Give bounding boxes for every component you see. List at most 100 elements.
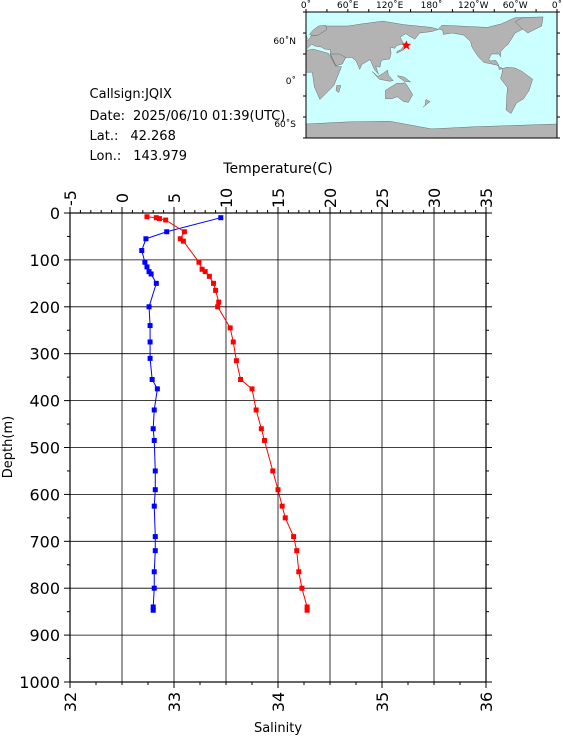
map-lon-label: 60˚W <box>503 0 528 11</box>
temperature-tick-label: 15 <box>269 188 288 208</box>
salinity-point <box>291 534 297 540</box>
temperature-tick-label: 0 <box>113 193 132 203</box>
salinity-point <box>227 325 233 331</box>
temperature-point <box>139 248 145 254</box>
salinity-line <box>146 216 308 611</box>
salinity-point <box>202 269 208 275</box>
land-shape <box>438 17 537 70</box>
salinity-tick-label: 35 <box>373 692 392 712</box>
salinity-point <box>144 214 150 220</box>
salinity-point <box>304 607 310 613</box>
station-marker-icon <box>401 40 412 50</box>
temperature-point <box>153 280 159 286</box>
salinity-point <box>258 426 264 432</box>
depth-tick-labels: 0 100 200 300 400 500 600 700 800 900 1000 <box>19 204 60 692</box>
salinity-tick-label: 33 <box>165 692 184 712</box>
depth-tick-label: 0 <box>50 204 60 223</box>
map-lon-label: 60˚E <box>337 0 359 11</box>
temperature-point <box>147 323 153 329</box>
map-lon-label: 180˚ <box>421 0 443 11</box>
salinity-point <box>196 259 202 265</box>
salinity-point <box>282 515 288 521</box>
temperature-axis-title: Temperature(C) <box>222 161 332 177</box>
salinity-point <box>180 238 186 244</box>
map-lon-label: 0˚ <box>301 0 311 11</box>
depth-tick-label: 800 <box>29 579 60 598</box>
salinity-point <box>270 468 276 474</box>
temperature-point <box>150 426 156 432</box>
salinity-tick-label: 36 <box>477 692 496 712</box>
lon-label: Lon.: <box>89 149 122 164</box>
salinity-point <box>156 216 162 222</box>
temperature-point <box>146 304 152 310</box>
depth-axis-title: Depth(m) <box>1 416 16 478</box>
map-lon-label: 0˚ <box>552 0 562 11</box>
temperature-point <box>152 534 158 540</box>
map-lat-label: 0˚ <box>286 76 296 87</box>
callsign-label: Callsign: <box>89 87 146 102</box>
salinity-point <box>299 585 305 591</box>
lon-line: Lon.: 143.979 <box>73 134 188 179</box>
map-lat-label: 60˚S <box>274 119 296 130</box>
salinity-point <box>153 215 159 221</box>
land-shape <box>396 75 412 83</box>
temperature-point <box>152 548 158 554</box>
temperature-point <box>150 604 156 610</box>
land-shape <box>309 25 328 37</box>
map-lon-label: 120˚E <box>376 0 404 11</box>
land-shape <box>372 69 394 82</box>
temperature-point <box>144 264 150 270</box>
temperature-point <box>149 376 155 382</box>
depth-tick-label: 100 <box>29 251 60 270</box>
temperature-point <box>151 585 157 591</box>
date-line: Date: 2025/06/10 01:39(UTC) <box>73 94 286 139</box>
salinity-point <box>238 376 244 382</box>
temperature-point <box>147 355 153 361</box>
temperature-point <box>154 386 160 392</box>
temperature-tick-label: -5 <box>61 190 80 206</box>
lat-label: Lat.: <box>89 129 119 144</box>
temperature-tick-label: 10 <box>217 188 236 208</box>
salinity-tick-labels: 32 33 34 35 36 <box>61 692 496 712</box>
temperature-point <box>142 259 148 265</box>
grid-lines <box>69 212 487 683</box>
salinity-point <box>213 287 219 293</box>
temperature-point <box>152 468 158 474</box>
temperature-point <box>218 215 224 221</box>
salinity-point <box>215 304 221 310</box>
salinity-point <box>279 503 285 509</box>
lon-value: 143.979 <box>133 149 188 164</box>
depth-tick-label: 200 <box>29 298 60 317</box>
depth-tick-label: 400 <box>29 392 60 411</box>
map-lat-labels: 60˚N 0˚ 60˚S <box>273 36 296 130</box>
temperature-point <box>152 487 158 493</box>
callsign-value: JQIX <box>145 87 172 102</box>
salinity-point <box>294 548 300 554</box>
temperature-point <box>148 271 154 277</box>
salinity-point <box>206 273 212 279</box>
temperature-point <box>150 607 156 613</box>
temperature-tick-label: 25 <box>373 188 392 208</box>
map-lat-label: 60˚N <box>273 36 296 47</box>
date-value: 2025/06/10 01:39(UTC) <box>132 109 286 124</box>
world-map: 0˚ 60˚E 120˚E 180˚ 120˚W 60˚W 0˚ 60˚N 0˚… <box>273 0 562 139</box>
series-group <box>139 214 310 613</box>
map-lon-labels: 0˚ 60˚E 120˚E 180˚ 120˚W 60˚W 0˚ <box>301 0 562 11</box>
salinity-point <box>211 280 217 286</box>
land-shape <box>335 85 342 93</box>
axis-ticks <box>64 207 492 688</box>
temperature-point <box>143 236 149 242</box>
land-shape <box>330 53 347 67</box>
depth-tick-label: 500 <box>29 439 60 458</box>
salinity-tick-label: 32 <box>61 692 80 712</box>
salinity-axis-title: Salinity <box>254 721 302 736</box>
lat-value: 42.268 <box>130 129 176 144</box>
land-shape <box>385 82 413 103</box>
temperature-tick-labels: -5 0 5 10 15 20 25 30 35 <box>61 188 496 208</box>
salinity-point <box>233 358 239 364</box>
date-label: Date: <box>89 109 125 124</box>
salinity-tick-label: 34 <box>269 692 288 712</box>
temperature-point <box>151 407 157 413</box>
temperature-point <box>147 339 153 345</box>
